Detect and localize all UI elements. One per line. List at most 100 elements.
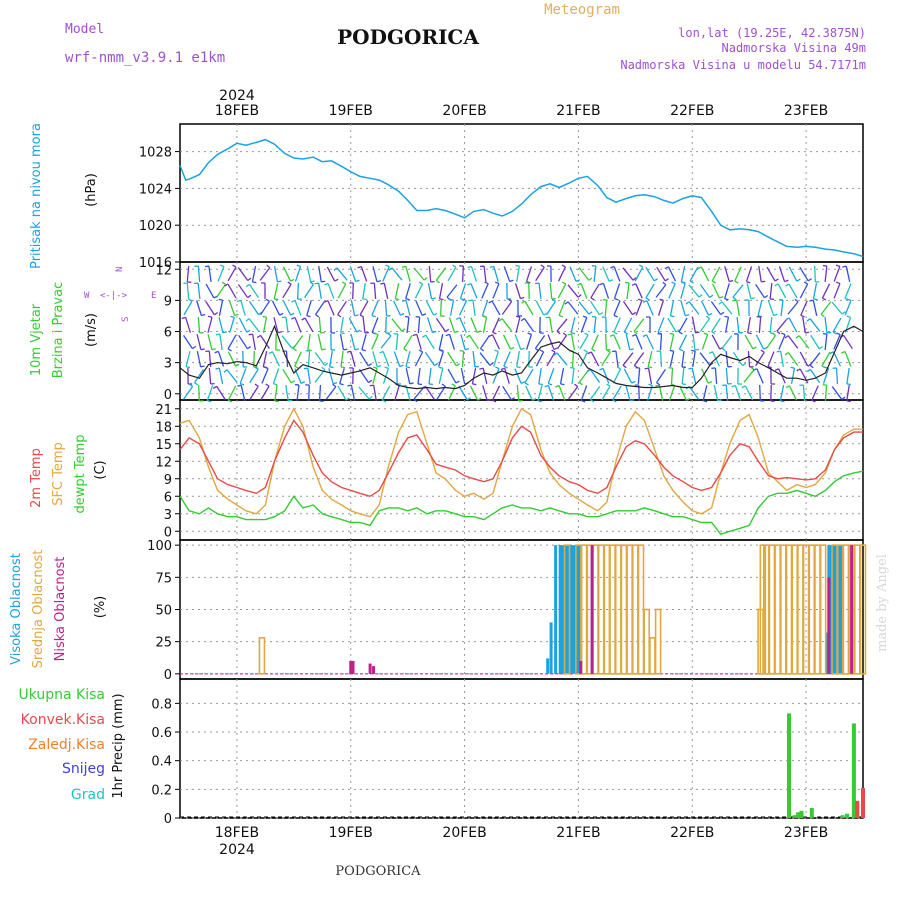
wind-barb <box>833 266 841 282</box>
wind-barb-flag <box>711 280 717 284</box>
wind-barb <box>736 316 740 334</box>
high-cloud-bar <box>829 545 833 674</box>
wind-barb-flag <box>329 366 334 369</box>
wind-barb <box>622 352 634 366</box>
high-cloud-bar <box>572 545 576 674</box>
y-tick-label: 6 <box>164 490 172 505</box>
wind-barb-flag <box>405 366 411 369</box>
wind-speed-line <box>179 324 864 390</box>
mid-cloud-bar <box>854 544 861 675</box>
wind-barb-flag <box>341 281 347 285</box>
wind-barb <box>602 266 610 282</box>
wind-barb <box>282 300 292 316</box>
wind-barb <box>724 283 730 299</box>
wind-barb <box>821 351 831 367</box>
wind-barb <box>197 316 201 334</box>
x-tick-label-bottom: 22FEB <box>670 825 714 841</box>
wind-barb <box>491 334 501 350</box>
compass-n: N <box>115 267 125 272</box>
wind-barb-flag <box>608 279 614 282</box>
wind-barb-flag <box>553 352 558 356</box>
wind-barb-flag <box>369 384 374 387</box>
wind-barb <box>766 266 776 282</box>
model-value: wrf-nmm_v3.9.1 e1km <box>65 50 225 66</box>
compass-arrows: <-|-> <box>100 291 128 301</box>
wind-barb <box>802 316 806 334</box>
wind-barb <box>549 282 553 300</box>
wind-barb-flag <box>438 366 443 369</box>
wind-barb <box>615 350 619 368</box>
wind-barb-flag <box>204 265 209 268</box>
wind-barb <box>667 266 677 282</box>
wind-barb-flag <box>842 265 847 268</box>
wind-barb <box>350 300 356 316</box>
wind-barb <box>688 386 700 400</box>
wind-barb-flag <box>642 334 647 338</box>
wind-barb-flag <box>357 265 362 269</box>
wind-barb-flag <box>368 396 373 400</box>
wind-barb <box>667 317 677 333</box>
wind-barb-flag <box>813 298 818 301</box>
wind-barb <box>472 350 476 368</box>
wind-barb <box>634 266 644 282</box>
wind-barb-flag <box>405 298 410 301</box>
wind-barb-flag <box>432 330 437 334</box>
wind-barb <box>765 335 777 349</box>
wind-barb <box>638 384 640 402</box>
wind-barb <box>406 316 410 334</box>
wind-barb-flag <box>356 329 361 333</box>
mid-cloud-bar <box>785 544 793 675</box>
low-cloud-bar <box>372 666 376 674</box>
wind-barb-flag <box>524 382 529 386</box>
wind-barb <box>359 351 369 367</box>
wind-barb <box>328 368 334 384</box>
wind-barb <box>426 317 434 333</box>
wind-barb <box>218 317 224 333</box>
wind-barb-flag <box>591 348 596 352</box>
elevation-label: Nadmorska Visina 49m <box>722 41 867 55</box>
wind-barb <box>691 368 697 384</box>
wind-barb-flag <box>377 364 382 368</box>
wind-barb-flag <box>494 349 499 352</box>
wind-barb <box>504 368 510 384</box>
x-tick-label-bottom: 20FEB <box>442 825 486 841</box>
wind-barb <box>689 266 699 282</box>
wind-barb <box>195 300 203 316</box>
wind-barb-flag <box>846 383 851 386</box>
wind-barb-flag <box>340 332 345 335</box>
wind-barb-flag <box>303 367 308 370</box>
y-tick-label: 75 <box>155 571 172 586</box>
wind-barb <box>339 334 345 350</box>
y-tick-label: 12 <box>155 455 172 470</box>
wind-barb <box>734 266 742 282</box>
wind-barb <box>249 385 259 401</box>
wind-barb-flag <box>599 367 604 371</box>
wind-barb <box>747 317 751 333</box>
low-cloud-bar <box>349 660 353 674</box>
wind-barb <box>196 351 202 367</box>
wind-barb <box>459 317 467 333</box>
wind-barb <box>658 385 664 401</box>
mid-cloud-bar <box>654 608 662 675</box>
wind-barb <box>373 385 377 401</box>
y-tick-label: 3 <box>164 508 172 523</box>
wind-barb <box>304 317 314 333</box>
wind-barb <box>831 386 843 400</box>
wind-barb <box>348 317 358 333</box>
wind-barb-flag <box>724 298 729 301</box>
wind-barb <box>458 385 468 401</box>
wind-barb <box>514 334 522 350</box>
wind-barb-flag <box>698 294 703 298</box>
wind-barb <box>613 266 621 282</box>
wind-barb <box>251 334 257 350</box>
low-cloud-bar <box>368 663 372 674</box>
wind-barb <box>758 265 762 283</box>
y-tick-label: 0 <box>164 388 172 403</box>
wind-barb <box>635 300 643 316</box>
wind-barb <box>282 283 292 299</box>
wind-barb-flag <box>294 365 299 369</box>
wind-barb <box>271 300 281 316</box>
wind-barb <box>798 335 810 349</box>
wind-barb <box>578 301 590 315</box>
wind-barb <box>622 301 634 315</box>
